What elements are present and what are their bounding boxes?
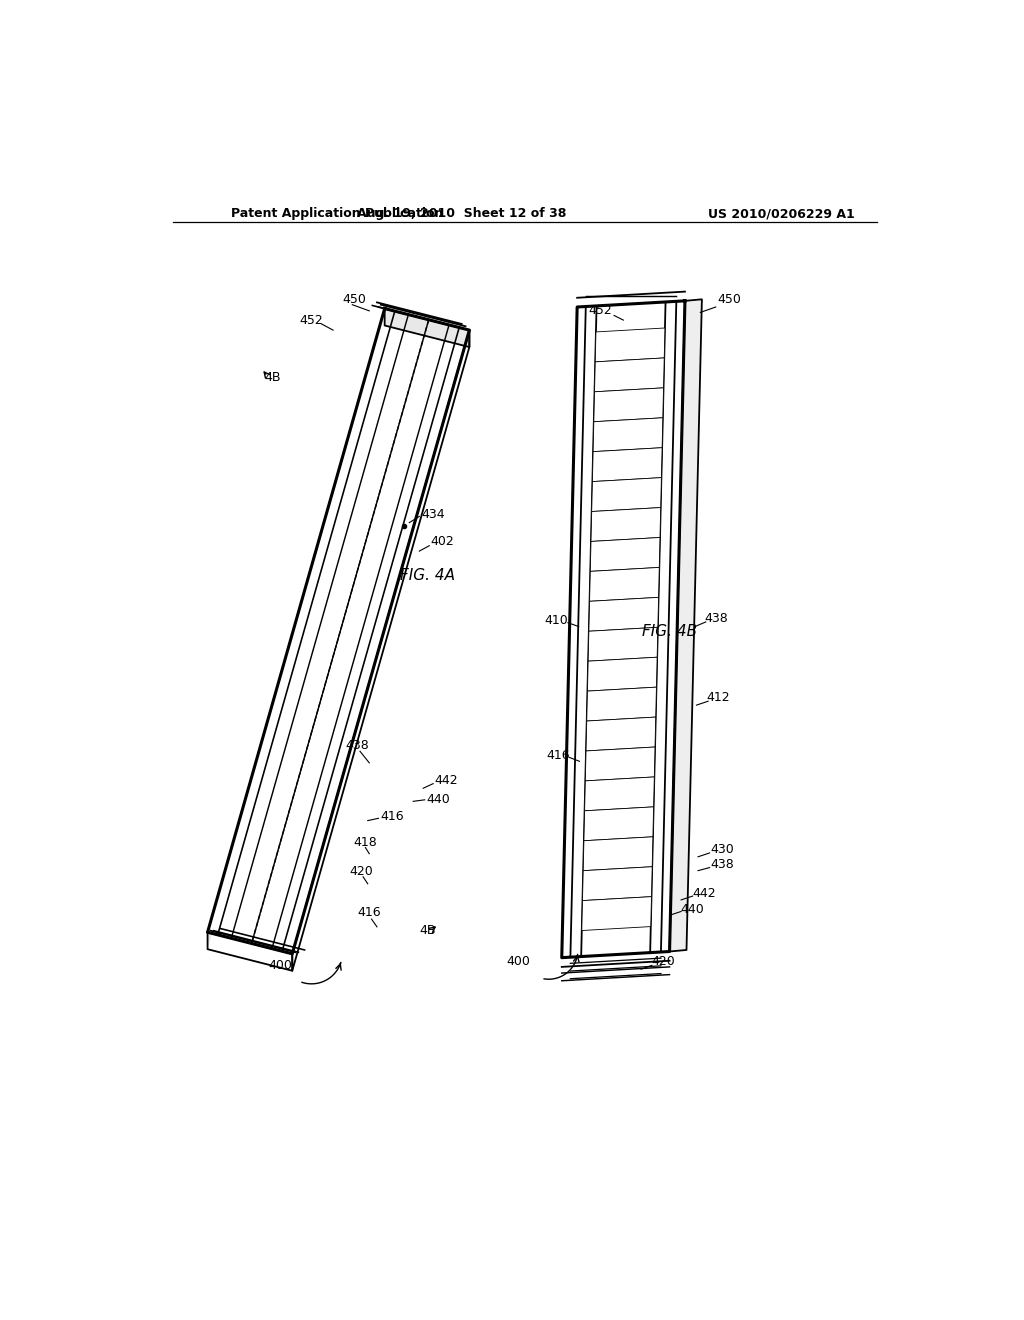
Text: 450: 450 (718, 293, 741, 306)
Text: 4B: 4B (265, 371, 282, 384)
Text: 440: 440 (427, 792, 451, 805)
Polygon shape (562, 301, 685, 958)
Text: 416: 416 (357, 907, 381, 920)
Polygon shape (590, 537, 660, 572)
Text: FIG. 4B: FIG. 4B (642, 624, 697, 639)
Polygon shape (208, 309, 469, 954)
Polygon shape (586, 747, 655, 781)
Text: 418: 418 (353, 836, 377, 849)
Text: 438: 438 (710, 858, 734, 871)
Polygon shape (592, 478, 662, 512)
Text: 450: 450 (342, 293, 366, 306)
Text: 400: 400 (507, 954, 530, 968)
Text: 430: 430 (710, 843, 734, 857)
Polygon shape (590, 568, 659, 602)
Text: FIG. 4A: FIG. 4A (399, 568, 455, 583)
Text: 412: 412 (707, 690, 730, 704)
Polygon shape (582, 896, 651, 931)
Polygon shape (595, 358, 665, 392)
Polygon shape (587, 688, 656, 721)
Text: US 2010/0206229 A1: US 2010/0206229 A1 (708, 207, 855, 220)
Text: 416: 416 (546, 748, 569, 762)
Polygon shape (589, 598, 658, 631)
Text: 452: 452 (589, 305, 612, 317)
Polygon shape (593, 447, 663, 482)
Text: 434: 434 (421, 508, 445, 521)
Text: 420: 420 (651, 954, 675, 968)
Text: 452: 452 (300, 314, 324, 326)
Polygon shape (292, 330, 469, 970)
Text: 402: 402 (430, 536, 455, 548)
Text: 440: 440 (681, 903, 705, 916)
Text: 400: 400 (268, 958, 293, 972)
Polygon shape (586, 717, 655, 751)
Polygon shape (208, 932, 292, 970)
Polygon shape (591, 508, 660, 541)
Text: 410: 410 (545, 614, 568, 627)
Text: 420: 420 (349, 865, 374, 878)
Text: 4B: 4B (420, 924, 436, 937)
Polygon shape (208, 326, 469, 970)
Text: Patent Application Publication: Patent Application Publication (230, 207, 443, 220)
Text: 438: 438 (703, 612, 728, 626)
Polygon shape (595, 327, 665, 362)
Polygon shape (588, 627, 657, 661)
Polygon shape (583, 867, 652, 900)
Text: 442: 442 (692, 887, 716, 900)
Polygon shape (584, 837, 653, 871)
Polygon shape (593, 417, 663, 451)
Text: 438: 438 (346, 739, 370, 751)
Text: 442: 442 (434, 774, 458, 787)
Polygon shape (670, 300, 701, 952)
Polygon shape (585, 777, 654, 810)
Polygon shape (584, 807, 653, 841)
Polygon shape (588, 657, 657, 692)
Polygon shape (594, 388, 664, 421)
Text: 416: 416 (381, 810, 404, 824)
Text: Aug. 19, 2010  Sheet 12 of 38: Aug. 19, 2010 Sheet 12 of 38 (357, 207, 566, 220)
Polygon shape (385, 309, 469, 347)
